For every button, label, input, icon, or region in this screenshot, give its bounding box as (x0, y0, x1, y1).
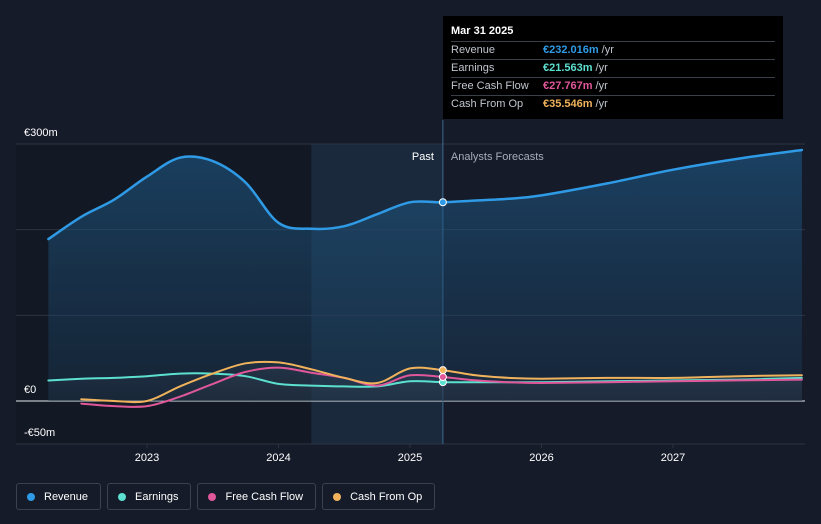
free-cash-flow-line (80, 366, 803, 408)
legend-label: Revenue (44, 490, 89, 503)
free-cash-flow-marker (438, 373, 447, 382)
y-tick-label: €0 (24, 384, 36, 396)
legend-item-earnings[interactable]: Earnings (107, 483, 192, 510)
tooltip-row-unit: /yr (595, 62, 608, 74)
revenue-marker (438, 198, 447, 207)
legend-label: Earnings (135, 490, 179, 503)
legend-dot-icon (27, 492, 35, 501)
legend-item-cash-from-op[interactable]: Cash From Op (322, 483, 436, 510)
legend-dot-icon (208, 492, 217, 501)
tooltip-row: Earnings €21.563m/yr (451, 59, 775, 77)
tooltip-row: Cash From Op €35.546m/yr (451, 95, 775, 113)
tooltip-panel: Mar 31 2025 Revenue €232.016m/yr Earnings €… (443, 16, 783, 119)
x-tick-label: 2023 (135, 452, 159, 464)
legend-dot-icon (333, 492, 342, 501)
tooltip-row: Revenue €232.016m/yr (451, 41, 775, 59)
past-label: Past (412, 151, 434, 163)
tooltip-row-label: Free Cash Flow (451, 80, 529, 92)
legend-label: Cash From Op (350, 490, 423, 503)
legend-dot-icon (118, 492, 127, 501)
legend: Revenue Earnings Free Cash Flow Cash From O… (16, 483, 436, 510)
x-tick-label: 2027 (661, 452, 685, 464)
tooltip-row-unit: /yr (601, 44, 614, 56)
x-tick-label: 2026 (529, 452, 553, 464)
cash-from-op-marker (438, 366, 447, 375)
legend-label: Free Cash Flow (225, 490, 304, 503)
x-tick-label: 2024 (266, 452, 290, 464)
legend-item-revenue[interactable]: Revenue (16, 483, 102, 510)
tooltip-row-unit: /yr (595, 98, 608, 110)
tooltip-date: Mar 31 2025 (451, 25, 514, 37)
y-tick-label: €300m (24, 127, 58, 139)
y-tick-label: -€50m (24, 427, 55, 439)
tooltip-row: Free Cash Flow €27.767m/yr (451, 77, 775, 95)
tooltip-row-value: €232.016m (543, 44, 599, 56)
cash-from-op-line (80, 360, 803, 404)
tooltip-row-value: €21.563m (543, 62, 593, 74)
forecast-label: Analysts Forecasts (451, 151, 544, 163)
tooltip-row-label: Revenue (451, 44, 496, 56)
tooltip-row-label: Cash From Op (451, 98, 524, 110)
x-tick-label: 2025 (398, 452, 422, 464)
tooltip-row-unit: /yr (595, 80, 608, 92)
legend-item-free-cash-flow[interactable]: Free Cash Flow (197, 483, 317, 510)
tooltip-row-value: €27.767m (543, 80, 593, 92)
tooltip-row-value: €35.546m (543, 98, 593, 110)
revenue-line (47, 148, 804, 241)
tooltip-row-label: Earnings (451, 62, 495, 74)
revenue-area (48, 150, 802, 401)
